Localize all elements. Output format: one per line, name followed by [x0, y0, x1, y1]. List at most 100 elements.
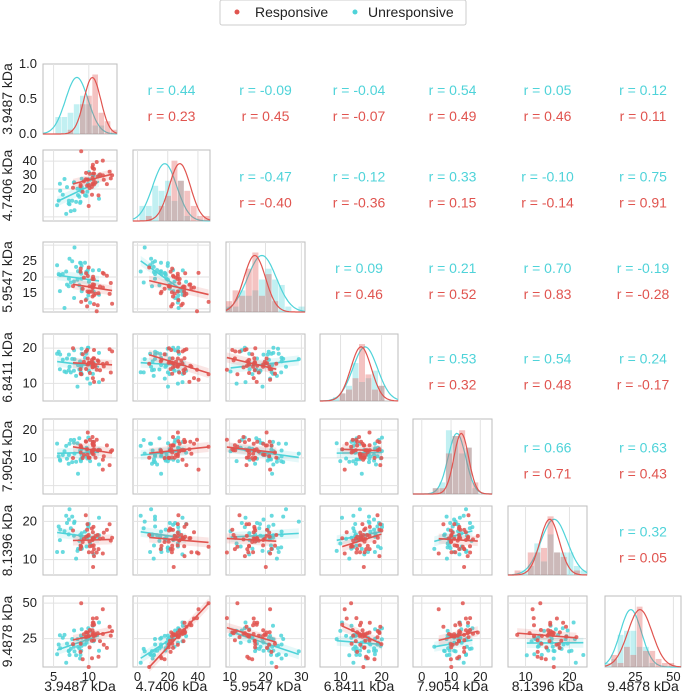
scatter-point-unresponsive	[72, 649, 77, 654]
scatter-point-responsive	[85, 430, 90, 435]
scatter-point-unresponsive	[467, 646, 472, 651]
scatter-point-responsive	[90, 616, 95, 621]
scatter-point-unresponsive	[372, 441, 377, 446]
scatter-point-unresponsive	[150, 359, 155, 364]
scatter-point-responsive	[449, 539, 454, 544]
y-tick-label: 20	[23, 340, 37, 355]
corr-unresponsive-1-4: r = 0.33	[429, 169, 477, 185]
scatter-point-responsive	[244, 533, 249, 538]
scatter-point-responsive	[177, 370, 182, 375]
scatter-point-unresponsive	[172, 368, 177, 373]
scatter-point-unresponsive	[75, 186, 80, 191]
scatter-point-responsive	[100, 607, 105, 612]
scatter-point-responsive	[147, 361, 152, 366]
scatter-point-responsive	[465, 554, 470, 559]
scatter-point-unresponsive	[165, 370, 170, 375]
corr-unresponsive-3-4: r = 0.53	[429, 351, 477, 367]
scatter-point-responsive	[261, 634, 266, 638]
scatter-point-unresponsive	[276, 441, 281, 446]
scatter-point-unresponsive	[65, 521, 69, 525]
regression-line-responsive	[72, 283, 113, 292]
scatter-point-responsive	[85, 522, 90, 527]
scatter-point-unresponsive	[261, 517, 266, 522]
scatter-point-unresponsive	[64, 211, 69, 216]
scatter-point-responsive	[184, 291, 189, 296]
scatter-point-unresponsive	[78, 633, 83, 638]
hist-bar-responsive	[636, 606, 643, 667]
scatter-point-responsive	[92, 302, 96, 307]
scatter-point-responsive	[254, 379, 259, 384]
corr-responsive-4-5: r = 0.71	[524, 466, 572, 482]
scatter-point-unresponsive	[344, 456, 349, 461]
scatter-point-responsive	[246, 455, 251, 460]
scatter-point-responsive	[237, 635, 242, 640]
hist-bar-unresponsive	[152, 185, 159, 221]
scatter-point-responsive	[90, 441, 95, 446]
scatter-point-unresponsive	[464, 653, 468, 657]
scatter-point-responsive	[84, 271, 89, 276]
scatter-point-responsive	[171, 645, 175, 650]
scatter-point-unresponsive	[367, 456, 372, 461]
y-tick-label: 25	[23, 631, 37, 646]
scatter-point-unresponsive	[171, 522, 176, 527]
scatter-point-unresponsive	[180, 268, 185, 273]
scatter-point-unresponsive	[284, 653, 288, 657]
scatter-point-responsive	[206, 299, 211, 304]
legend-responsive-marker	[234, 9, 240, 15]
hist-bar-responsive	[472, 482, 479, 494]
hist-bar-responsive	[226, 301, 233, 312]
hist-bar-unresponsive	[252, 290, 259, 312]
panel-4-3	[319, 418, 399, 495]
scatter-point-unresponsive	[276, 346, 280, 351]
scatter-point-unresponsive	[62, 449, 67, 454]
regression-line-unresponsive	[230, 447, 299, 459]
scatter-point-responsive	[78, 443, 83, 448]
scatter-point-responsive	[344, 616, 349, 621]
hist-bar-responsive	[184, 190, 191, 221]
scatter-point-responsive	[539, 656, 544, 661]
scatter-point-responsive	[261, 441, 266, 446]
scatter-point-responsive	[564, 624, 568, 629]
scatter-point-responsive	[247, 544, 252, 549]
corr-responsive-0-2: r = 0.45	[242, 108, 290, 124]
scatter-point-unresponsive	[64, 443, 69, 448]
scatter-point-unresponsive	[257, 646, 262, 651]
scatter-point-unresponsive	[465, 623, 470, 628]
scatter-point-responsive	[468, 550, 473, 555]
scatter-point-unresponsive	[72, 437, 77, 442]
scatter-point-responsive	[535, 649, 540, 654]
scatter-point-responsive	[168, 269, 173, 274]
scatter-point-responsive	[101, 530, 106, 535]
kde-curve-unresponsive	[507, 518, 588, 576]
scatter-point-unresponsive	[445, 628, 450, 633]
scatter-point-responsive	[449, 550, 454, 555]
hist-bar-unresponsive	[265, 268, 272, 312]
corr-responsive-1-5: r = -0.14	[521, 195, 574, 211]
scatter-point-unresponsive	[234, 541, 239, 546]
kde-curve-responsive	[508, 518, 588, 576]
scatter-point-responsive	[458, 622, 463, 627]
scatter-point-unresponsive	[581, 653, 586, 657]
scatter-point-responsive	[85, 348, 90, 352]
scatter-point-responsive	[86, 533, 91, 537]
scatter-point-unresponsive	[66, 352, 71, 357]
scatter-point-unresponsive	[265, 352, 270, 357]
scatter-point-unresponsive	[138, 660, 143, 665]
hist-bar-unresponsive	[139, 205, 146, 221]
scatter-point-responsive	[91, 565, 96, 569]
x-tick-label: 20	[562, 669, 576, 684]
hist-bar-unresponsive	[92, 125, 98, 134]
y-tick-label: 50	[23, 595, 37, 610]
scatter-point-unresponsive	[58, 352, 63, 357]
scatter-point-responsive	[351, 633, 356, 638]
scatter-point-unresponsive	[153, 276, 157, 281]
scatter-point-responsive	[458, 527, 463, 532]
scatter-point-responsive	[268, 551, 273, 556]
scatter-point-responsive	[170, 266, 175, 271]
scatter-point-responsive	[244, 347, 249, 352]
scatter-point-responsive	[256, 370, 261, 375]
scatter-point-unresponsive	[90, 371, 95, 376]
scatter-point-responsive	[273, 543, 277, 548]
hist-bar-responsive	[554, 552, 561, 575]
scatter-point-responsive	[90, 294, 95, 299]
